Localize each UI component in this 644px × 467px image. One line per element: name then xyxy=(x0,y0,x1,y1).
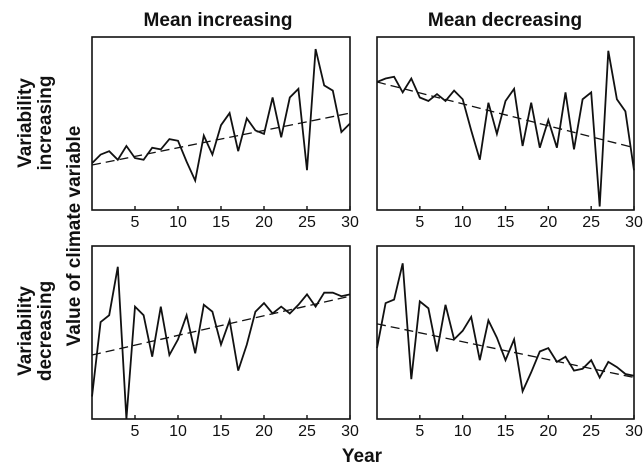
trend-line xyxy=(91,112,351,166)
panel-frame xyxy=(376,36,635,211)
x-tick-label: 5 xyxy=(415,214,424,231)
x-tick-label: 20 xyxy=(539,214,557,231)
x-tick-label: 10 xyxy=(454,423,472,440)
trend-line xyxy=(91,295,351,356)
panel-3: 5 10 15 20 25 30 xyxy=(91,245,359,440)
row-title-line-2: increasing xyxy=(35,75,56,170)
chart-panels: 5 10 15 20 25 30 5 10 15 20 25 30 5 10 15 20 25 30 5 10 15 20… xyxy=(91,36,643,440)
panel-2: 5 10 15 20 25 30 xyxy=(376,36,643,231)
x-tick-label: 10 xyxy=(169,214,187,231)
x-tick-label: 30 xyxy=(625,214,643,231)
x-tick-label: 5 xyxy=(131,214,140,231)
row-title-variability-decreasing: Variability decreasing xyxy=(15,281,56,381)
panel-frame xyxy=(91,36,351,211)
trend-line xyxy=(376,81,635,149)
row-title-variability-increasing: Variability increasing xyxy=(15,75,56,170)
x-tick-label: 20 xyxy=(255,423,273,440)
x-tick-label: 15 xyxy=(212,214,230,231)
x-tick-label: 25 xyxy=(298,214,316,231)
x-tick-label: 25 xyxy=(582,423,600,440)
x-tick-label: 15 xyxy=(497,214,515,231)
x-tick-label: 15 xyxy=(212,423,230,440)
x-tick-label: 25 xyxy=(582,214,600,231)
x-tick-label: 25 xyxy=(298,423,316,440)
panel-frame xyxy=(91,245,351,420)
series-line xyxy=(376,263,635,395)
x-tick-label: 30 xyxy=(341,423,359,440)
column-title-mean-increasing: Mean increasing xyxy=(144,10,293,31)
x-axis-label: Year xyxy=(342,446,383,467)
x-tick-label: 30 xyxy=(625,423,643,440)
x-tick-label: 20 xyxy=(539,423,557,440)
series-line xyxy=(376,50,635,207)
series-line xyxy=(91,48,351,184)
column-title-mean-decreasing: Mean decreasing xyxy=(428,10,582,31)
x-tick-label: 15 xyxy=(497,423,515,440)
panel-1: 5 10 15 20 25 30 xyxy=(91,36,359,231)
row-title-line-1: Variability xyxy=(15,78,36,168)
panel-4: 5 10 15 20 25 30 xyxy=(376,245,643,440)
x-tick-label: 30 xyxy=(341,214,359,231)
series-line xyxy=(91,266,351,420)
row-title-line-2: decreasing xyxy=(35,281,56,381)
x-tick-label: 5 xyxy=(415,423,424,440)
row-title-line-1: Variability xyxy=(15,286,36,376)
x-tick-label: 10 xyxy=(169,423,187,440)
y-axis-label: Value of climate variable xyxy=(64,126,85,347)
x-tick-label: 5 xyxy=(131,423,140,440)
x-tick-label: 20 xyxy=(255,214,273,231)
x-tick-label: 10 xyxy=(454,214,472,231)
trend-line xyxy=(376,323,635,379)
